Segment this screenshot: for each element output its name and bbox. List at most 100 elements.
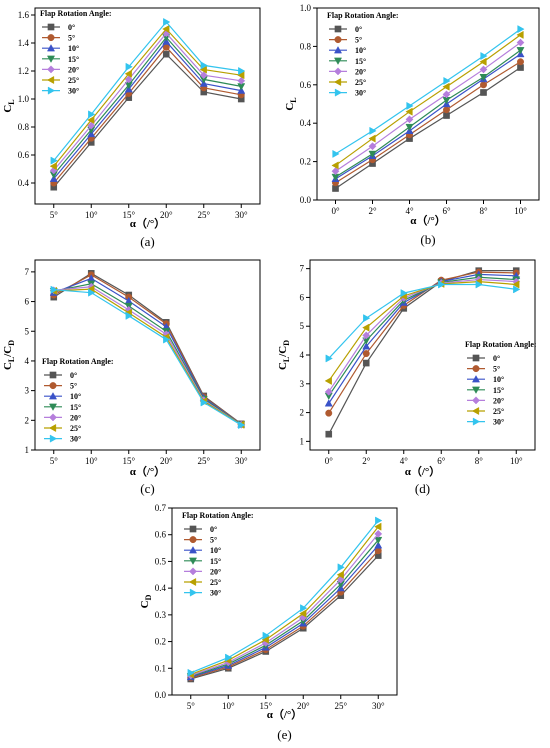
legend-marker [189, 536, 197, 544]
plot-frame [171, 507, 398, 696]
chart-panel-e: 5° 10° 15° 20° 25° 30° 0.0 0.1 0.2 0.3 0.4 0.5 0.6 0.… [130, 502, 420, 748]
series-line [190, 520, 379, 674]
y-axis-label: CD [139, 594, 153, 608]
data-point [362, 331, 371, 340]
x-tick-label: 15° [259, 701, 272, 711]
y-axis-label-sub-2: D [282, 340, 291, 346]
y-axis-label: CL/CD [2, 340, 16, 370]
series-line [53, 283, 242, 425]
legend-marker [334, 67, 342, 76]
data-point [438, 280, 446, 289]
series-line [328, 276, 517, 397]
legend-item-label: 25° [70, 424, 81, 433]
data-point [374, 541, 383, 549]
x-tick-label: 4° [400, 456, 409, 466]
y-tick-label: 0.2 [155, 637, 166, 647]
y-axis-label-main: C [284, 103, 296, 111]
data-point [88, 110, 96, 119]
legend-item-label: 25° [355, 78, 366, 87]
x-tick-label: 2° [368, 206, 377, 216]
legend-item-label: 15° [355, 57, 366, 66]
legend-marker [189, 567, 197, 576]
data-point [516, 38, 525, 47]
y-tick-label: 0.0 [155, 690, 167, 700]
legend-item-label: 5° [210, 536, 217, 545]
data-point [49, 162, 57, 171]
legend-item-label: 15° [210, 557, 221, 566]
y-tick-label: 3 [300, 379, 305, 389]
y-tick-label: 0.0 [300, 195, 312, 205]
y-tick-label: 0.2 [300, 157, 311, 167]
data-point [479, 57, 487, 66]
x-tick-label: 5° [50, 210, 59, 220]
data-point [87, 115, 95, 125]
y-tick-label: 4 [300, 350, 305, 360]
data-point [368, 134, 376, 143]
legend-title: Flap Rotation Angle: [42, 357, 114, 366]
data-point [124, 75, 133, 84]
y-axis-label: CL [2, 99, 16, 112]
data-point [362, 350, 370, 358]
data-point [517, 58, 524, 66]
x-tick-label: 2° [362, 456, 371, 466]
legend-item-label: 25° [210, 578, 221, 587]
x-axis-label: α（/°） [130, 217, 166, 230]
series-line [190, 550, 379, 679]
legend-marker [333, 77, 342, 87]
y-tick-label: 7 [25, 267, 30, 277]
data-point [362, 359, 370, 367]
x-tick-label: 10° [514, 206, 527, 216]
x-tick-label: 4° [405, 206, 414, 216]
x-axis-label: α（/°） [130, 465, 166, 478]
legend-marker [334, 25, 342, 33]
series-line [328, 280, 517, 382]
legend-item-label: 20° [493, 396, 504, 405]
data-point [513, 285, 521, 294]
y-axis-label-sub: D [144, 594, 153, 600]
series-line [53, 53, 242, 188]
legend-marker [49, 371, 57, 379]
y-tick-label: 0.6 [155, 530, 167, 540]
legend-item-label: 5° [70, 382, 77, 391]
data-point [124, 69, 132, 78]
legend-marker [334, 88, 343, 97]
legend: Flap Rotation Angle: 0° 5°10° 15°20° 25° 30° [42, 357, 114, 444]
legend-marker [188, 557, 198, 565]
data-point [125, 62, 133, 71]
legend-item-label: 30° [210, 589, 221, 598]
series-line [53, 46, 242, 184]
y-axis-label: CL/CD [277, 340, 291, 370]
data-point [50, 285, 58, 294]
legend-marker [334, 36, 342, 44]
legend-marker [46, 55, 56, 63]
data-point [325, 354, 333, 363]
y-tick-label: 5 [25, 326, 30, 336]
y-tick-label: 3 [25, 386, 30, 396]
x-tick-label: 25° [197, 456, 210, 466]
data-point [480, 89, 487, 96]
data-point [238, 66, 246, 76]
data-point [163, 335, 171, 344]
series-line [335, 42, 521, 172]
y-tick-label: 6 [300, 292, 305, 302]
data-point [237, 76, 246, 85]
data-point [325, 409, 333, 417]
y-tick-label: 0.6 [18, 150, 30, 160]
legend-title: Flap Rotation Angle: [465, 340, 537, 349]
series-line [53, 277, 242, 425]
series-line [335, 61, 521, 184]
data-point [442, 90, 451, 99]
y-tick-label: 0.1 [155, 663, 166, 673]
y-tick-label: 1 [25, 445, 30, 455]
series-line [335, 34, 521, 166]
legend-item-label: 0° [210, 525, 217, 534]
legend-item-label: 10° [70, 392, 81, 401]
legend-marker [471, 406, 480, 416]
data-point [516, 47, 525, 55]
series-5 [331, 30, 524, 170]
y-tick-label: 0.3 [155, 610, 167, 620]
plot-frame [34, 259, 261, 451]
chart-a-svg: 5° 10° 15° 20° 25° 30°0.40.60.81.01.21.41.6α（… [2, 7, 261, 249]
chart-caption: (b) [420, 232, 435, 247]
data-point [375, 516, 383, 525]
